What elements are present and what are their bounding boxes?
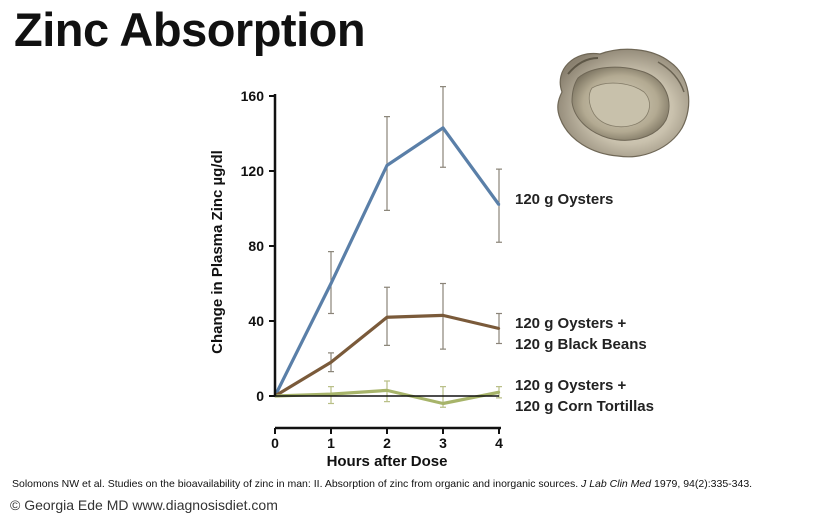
series-line-120-g-oysters [273,126,501,397]
y-tick-label: 80 [248,238,264,254]
x-tick-label: 3 [439,435,447,451]
x-tick-label: 4 [495,435,503,451]
page-title: Zinc Absorption [14,3,366,56]
legend-label-corn-tortillas: 120 g Oysters + 120 g Corn Tortillas [515,375,654,417]
y-tick-label: 160 [241,88,265,104]
y-axis-label: Change in Plasma Zinc µg/dl [209,150,226,354]
legend-line: 120 g Oysters + [515,377,627,394]
copyright-text: © Georgia Ede MD www.diagnosisdiet.com [10,497,278,513]
data-point [329,282,333,285]
data-point [497,391,501,394]
y-tick-label: 120 [241,163,265,179]
citation-text: Solomons NW et al. Studies on the bioava… [12,478,579,490]
legend-line: 120 g Oysters + [515,315,627,332]
x-tick-label: 2 [383,435,391,451]
data-point [441,314,445,317]
x-tick-label: 0 [271,435,279,451]
y-tick-label: 40 [248,313,264,329]
data-point [441,126,445,130]
legend-line: 120 g Corn Tortillas [515,398,654,415]
y-tick-label: 0 [256,388,264,404]
oyster-shell-icon [557,48,690,158]
legend-label-oysters: 120 g Oysters [515,189,613,210]
data-point [497,327,501,330]
data-point [385,164,389,167]
x-tick-label: 1 [327,435,335,451]
legend-line: 120 g Black Beans [515,336,647,353]
citation: Solomons NW et al. Studies on the bioava… [12,478,752,490]
x-axis-label: Hours after Dose [327,453,448,470]
data-point [441,402,445,405]
data-point [329,361,333,364]
legend-label-black-beans: 120 g Oysters + 120 g Black Beans [515,313,647,355]
data-point [385,389,389,392]
citation-details: 1979, 94(2):335-343. [654,478,753,490]
data-point [497,203,501,206]
data-point [329,392,333,396]
citation-journal: J Lab Clin Med [581,478,652,490]
data-point [385,316,389,319]
legend-line: 120 g Oysters [515,191,614,208]
